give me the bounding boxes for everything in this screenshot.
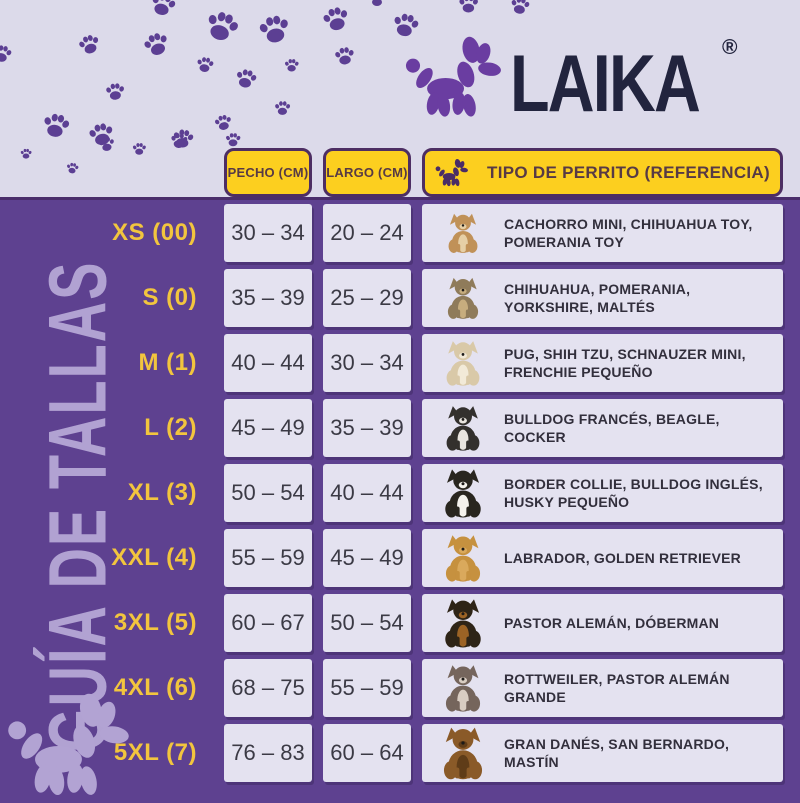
length-column-header: LARGO (CM) [323,148,411,197]
chest-value-cell: 76 – 83 [224,724,312,782]
breed-names: PASTOR ALEMÁN, DÓBERMAN [504,614,720,631]
breed-cell: GRAN DANÉS, SAN BERNARDO, MASTÍN [422,724,783,782]
breed-cell: PUG, SHIH TZU, SCHNAUZER MINI, FRENCHIE … [422,334,783,392]
length-value-cell: 20 – 24 [323,204,411,262]
breed-names: BULLDOG FRANCÉS, BEAGLE, COCKER [504,410,720,445]
chest-column-header: PECHO (CM) [224,148,312,197]
length-value-cell: 50 – 54 [323,594,411,652]
length-value-cell: 35 – 39 [323,399,411,457]
dog-image [446,406,480,451]
top-banner: LAIKA ® [0,0,800,197]
breed-names: LABRADOR, GOLDEN RETRIEVER [504,549,741,566]
dog-photo-chihuahua-toy [422,211,504,255]
size-table: PECHO (CM) LARGO (CM) TIPO DE PERRITO (R… [0,148,783,782]
table-row: L (2) 45 – 49 35 – 39 BULLDOG FRANCÉS, B… [0,399,783,457]
dog-image [443,727,483,780]
dog-photo-doberman [422,596,504,650]
table-row: XXL (4) 55 – 59 45 – 49 LABRADOR, GOLDEN… [0,529,783,587]
size-label: XS (00) [112,219,197,246]
breed-cell: CHIHUAHUA, POMERANIA, YORKSHIRE, MALTÉS [422,269,783,327]
breed-cell: ROTTWEILER, PASTOR ALEMÁN GRANDE [422,659,783,717]
chest-value-cell: 50 – 54 [224,464,312,522]
dog-image [445,599,481,648]
dog-photo-golden-retriever [422,532,504,584]
length-value-cell: 25 – 29 [323,269,411,327]
balloon-dog-icon [435,157,469,187]
dog-photo-bulldog-frances [422,403,504,453]
breed-names: ROTTWEILER, PASTOR ALEMÁN GRANDE [504,670,730,705]
dog-photo-rottweiler [422,662,504,714]
length-value-cell: 55 – 59 [323,659,411,717]
length-value-cell: 30 – 34 [323,334,411,392]
breed-cell: BULLDOG FRANCÉS, BEAGLE, COCKER [422,399,783,457]
table-body: XS (00) 30 – 34 20 – 24 CACHORRO MINI, C… [0,197,783,782]
chest-value-cell: 30 – 34 [224,204,312,262]
dog-photo-yorkshire [422,275,504,321]
breed-names: CHIHUAHUA, POMERANIA, YORKSHIRE, MALTÉS [504,280,691,315]
breed-cell: PASTOR ALEMÁN, DÓBERMAN [422,594,783,652]
registered-trademark: ® [721,36,738,59]
chest-value-cell: 40 – 44 [224,334,312,392]
breed-cell: CACHORRO MINI, CHIHUAHUA TOY, POMERANIA … [422,204,783,262]
dog-image [445,665,481,712]
chest-value-cell: 45 – 49 [224,399,312,457]
table-row: M (1) 40 – 44 30 – 34 PUG, SHIH TZU, SCH… [0,334,783,392]
dog-image [446,341,480,386]
size-label: XL (3) [127,479,197,506]
table-row: XL (3) 50 – 54 40 – 44 BORDER COLLIE, BU… [0,464,783,522]
brand-logo: LAIKA ® [404,34,738,129]
size-label: L (2) [144,414,197,441]
table-row: XS (00) 30 – 34 20 – 24 CACHORRO MINI, C… [0,204,783,262]
chest-value-cell: 68 – 75 [224,659,312,717]
table-row: 5XL (7) 76 – 83 60 – 64 GRAN DANÉS, SAN … [0,724,783,782]
table-row: S (0) 35 – 39 25 – 29 CHIHUAHUA, POMERAN… [0,269,783,327]
table-header-row: PECHO (CM) LARGO (CM) TIPO DE PERRITO (R… [0,148,783,197]
chest-value-cell: 35 – 39 [224,269,312,327]
brand-name: LAIKA [510,39,701,129]
size-label: 5XL (7) [113,739,197,766]
breed-cell: BORDER COLLIE, BULLDOG INGLÉS, HUSKY PEQ… [422,464,783,522]
size-label: 4XL (6) [113,674,197,701]
balloon-dog-icon [405,35,502,118]
breed-names: PUG, SHIH TZU, SCHNAUZER MINI, FRENCHIE … [504,345,746,380]
dog-photo-shih-tzu [422,338,504,388]
dog-image [445,535,481,582]
dog-image [445,469,481,518]
chest-value-cell: 55 – 59 [224,529,312,587]
dog-image [447,277,479,319]
size-label: 3XL (5) [113,609,197,636]
dog-image [448,213,478,253]
dog-photo-border-collie [422,466,504,520]
breed-cell: LABRADOR, GOLDEN RETRIEVER [422,529,783,587]
size-label: S (0) [142,284,197,311]
length-value-cell: 40 – 44 [323,464,411,522]
dog-photo-mastin [422,724,504,782]
table-row: 3XL (5) 60 – 67 50 – 54 PASTOR ALEMÁN, D… [0,594,783,652]
breed-names: BORDER COLLIE, BULLDOG INGLÉS, HUSKY PEQ… [504,475,763,510]
size-label: XXL (4) [111,544,197,571]
dog-type-column-header: TIPO DE PERRITO (REFERENCIA) [422,148,783,197]
size-label: M (1) [138,349,197,376]
dog-type-header-label: TIPO DE PERRITO (REFERENCIA) [487,162,770,182]
breed-names: GRAN DANÉS, SAN BERNARDO, MASTÍN [504,735,730,770]
table-row: 4XL (6) 68 – 75 55 – 59 ROTTWEILER, PAST… [0,659,783,717]
length-value-cell: 45 – 49 [323,529,411,587]
breed-names: CACHORRO MINI, CHIHUAHUA TOY, POMERANIA … [504,215,753,250]
chest-value-cell: 60 – 67 [224,594,312,652]
length-value-cell: 60 – 64 [323,724,411,782]
